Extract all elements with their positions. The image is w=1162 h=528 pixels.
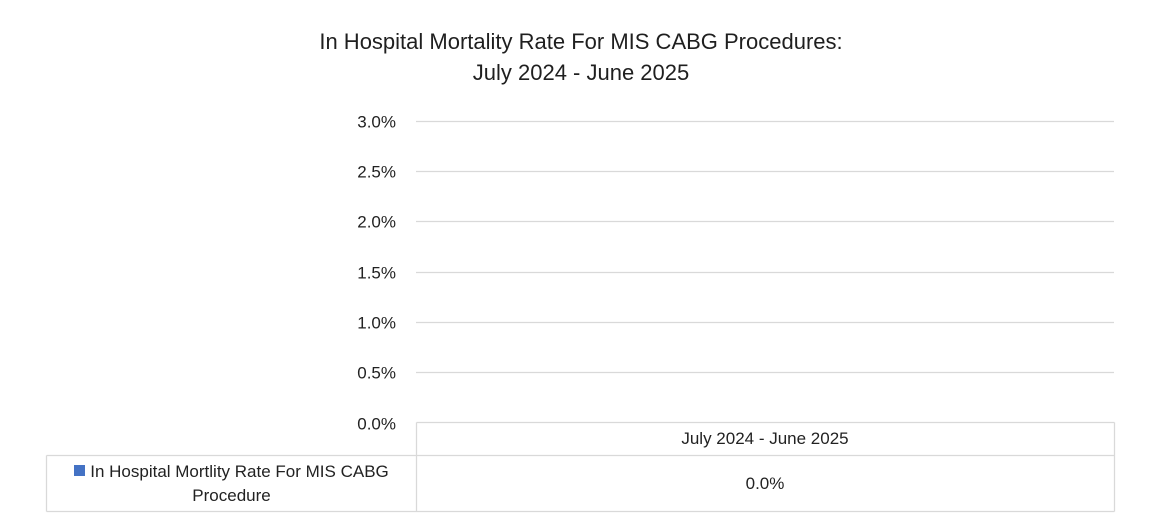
y-tick-label: 0.0% <box>357 415 396 434</box>
chart-title-line2: July 2024 - June 2025 <box>472 60 690 85</box>
category-label: July 2024 - June 2025 <box>681 429 849 448</box>
chart-title-line1: In Hospital Mortality Rate For MIS CABG … <box>319 29 843 54</box>
legend-swatch-icon <box>74 464 86 476</box>
y-tick-label: 0.5% <box>357 364 396 383</box>
y-tick-label: 2.5% <box>357 163 396 182</box>
data-table-value-cell: 0.0% <box>416 456 1114 511</box>
data-table-legend-cell: In Hospital Mortlity Rate For MIS CABG P… <box>47 456 416 511</box>
y-tick-label: 1.5% <box>357 264 396 283</box>
legend-series-name: In Hospital Mortlity Rate For MIS CABG P… <box>90 461 389 505</box>
chart-title: In Hospital Mortality Rate For MIS CABG … <box>0 26 1162 88</box>
data-value-label: 0.0% <box>745 473 785 493</box>
y-tick-label: 1.0% <box>357 314 396 333</box>
data-table-category-header: July 2024 - June 2025 <box>416 423 1114 455</box>
y-tick-label: 3.0% <box>357 113 396 132</box>
y-tick-label: 2.0% <box>357 213 396 232</box>
